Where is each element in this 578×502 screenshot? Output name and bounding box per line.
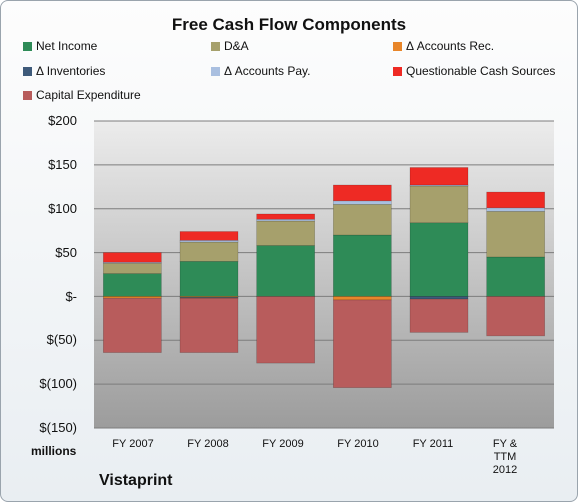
bar-segment-net-income xyxy=(179,261,239,297)
legend-item-net-income: Net Income xyxy=(23,39,97,53)
x-tick-label: FY 2010 xyxy=(337,438,379,450)
bar-segment-net-income xyxy=(409,222,469,297)
y-axis-unit-label: millions xyxy=(31,444,77,458)
legend-swatch xyxy=(211,42,220,51)
bar-segment-net-income xyxy=(256,245,315,297)
y-tick-label: $(100) xyxy=(39,376,77,391)
bar-segment-accounts-rec xyxy=(103,296,162,299)
bar-segment-capital-expenditure xyxy=(486,296,545,337)
bar-segment-d-a xyxy=(179,241,239,262)
bar-segment-d-a xyxy=(103,262,162,274)
legend-item-accounts-rec: Δ Accounts Rec. xyxy=(393,39,494,53)
bar-segment-inventories xyxy=(409,296,469,300)
y-tick-label: $200 xyxy=(48,113,77,128)
legend-item-questionable: Questionable Cash Sources xyxy=(393,64,555,78)
y-tick-label: $150 xyxy=(48,157,77,172)
bar-segment-capital-expenditure xyxy=(333,299,392,388)
legend-item-inventories: Δ Inventories xyxy=(23,64,105,78)
legend-label: Questionable Cash Sources xyxy=(406,64,556,78)
bar-segment-questionable-cash-sources xyxy=(333,184,392,202)
legend-swatch xyxy=(393,67,402,76)
x-tick-label: FY 2011 xyxy=(412,438,454,450)
legend-label: D&A xyxy=(224,39,249,53)
legend-item-da: D&A xyxy=(211,39,249,53)
y-tick-label: $50 xyxy=(55,245,77,260)
bar-segment-accounts-rec xyxy=(333,296,392,301)
bar-segment-capital-expenditure xyxy=(103,297,162,353)
legend-swatch xyxy=(23,67,32,76)
bar-segment-d-a xyxy=(333,204,392,236)
bar-segment-accounts-pay xyxy=(333,200,392,205)
legend-swatch xyxy=(211,67,220,76)
bar-segment-questionable-cash-sources xyxy=(486,191,545,209)
legend-label: Capital Expenditure xyxy=(36,88,141,102)
bar-segment-questionable-cash-sources xyxy=(179,231,239,241)
y-tick-label: $- xyxy=(65,289,77,304)
bar-segment-d-a xyxy=(256,220,315,246)
company-name: Vistaprint xyxy=(99,472,173,489)
bar-segment-d-a xyxy=(409,185,469,224)
x-tick-label: FY 2008 xyxy=(187,438,229,450)
bar-segment-capital-expenditure xyxy=(179,297,239,353)
bar-segment-net-income xyxy=(103,273,162,297)
legend-label: Δ Accounts Pay. xyxy=(224,64,311,78)
bar-segment-capital-expenditure xyxy=(256,296,315,364)
bar-segment-accounts-pay xyxy=(486,207,545,212)
bar-segment-net-income xyxy=(486,256,545,297)
bar-segment-questionable-cash-sources xyxy=(103,252,162,263)
x-tick-label: FY 2009 xyxy=(262,438,304,450)
plot-background xyxy=(94,121,554,428)
bar-segment-d-a xyxy=(486,211,545,258)
bar-segment-questionable-cash-sources xyxy=(409,167,469,186)
legend-label: Δ Inventories xyxy=(36,64,106,78)
chart-title: Free Cash Flow Components xyxy=(171,15,407,34)
bar-segment-questionable-cash-sources xyxy=(256,213,315,220)
x-tick-label: FY 2007 xyxy=(112,438,154,450)
legend-swatch xyxy=(23,91,32,100)
bar-segment-capital-expenditure xyxy=(409,298,469,333)
y-tick-label: $100 xyxy=(48,201,77,216)
legend-label: Δ Accounts Rec. xyxy=(406,39,495,53)
legend-item-accounts-pay: Δ Accounts Pay. xyxy=(211,64,311,78)
bar-segment-net-income xyxy=(333,234,392,297)
legend-label: Net Income xyxy=(36,39,98,53)
y-tick-label: $(50) xyxy=(46,332,77,347)
legend-swatch xyxy=(393,42,402,51)
legend-swatch xyxy=(23,42,32,51)
x-tick-label: FY & TTM 2012 xyxy=(492,438,518,476)
legend-item-capex: Capital Expenditure xyxy=(23,88,141,102)
y-tick-label: $(150) xyxy=(39,420,77,435)
